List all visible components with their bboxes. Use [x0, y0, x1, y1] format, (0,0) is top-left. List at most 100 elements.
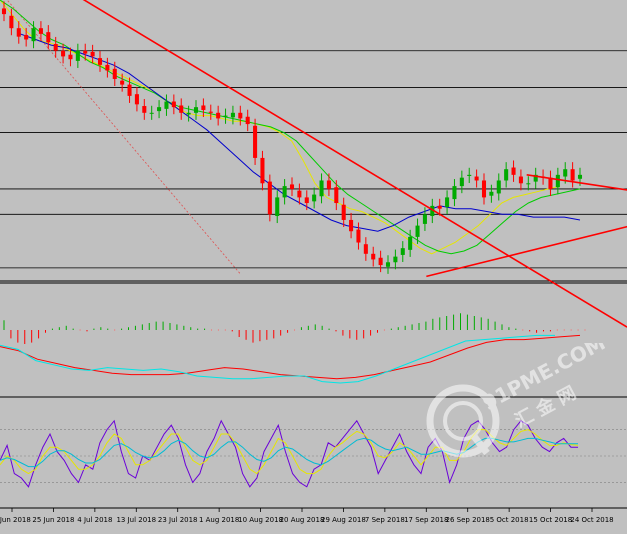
candle-body — [481, 180, 487, 198]
macd-signal-line — [0, 334, 581, 380]
candle-body — [223, 115, 228, 117]
candle-body — [282, 186, 287, 198]
candle-body — [97, 58, 103, 65]
candle-body — [304, 197, 309, 204]
candle-body — [349, 219, 354, 232]
candle-body — [208, 111, 213, 113]
candle-body — [474, 176, 479, 181]
candle-body — [230, 112, 235, 118]
candle-body — [105, 64, 110, 71]
watermark-logo: 91PME.COM 汇金网 — [426, 343, 609, 458]
macd-histogram-bar — [79, 329, 81, 331]
candle-body — [164, 101, 169, 109]
candle-body — [134, 94, 139, 105]
candle-body — [437, 205, 442, 209]
macd-histogram-bar — [522, 329, 524, 331]
candle-body — [61, 50, 66, 57]
candle-body — [216, 112, 221, 119]
candle-body — [467, 174, 472, 176]
x-tick-label: 24 Oct 2018 — [570, 516, 613, 524]
macd-panel — [0, 313, 586, 384]
dotted-trendline — [6, 0, 241, 274]
x-tick-label: 10 Aug 2018 — [238, 516, 283, 524]
candle-body — [120, 80, 125, 85]
moving-average-line — [0, 0, 581, 255]
macd-histogram-bar — [217, 329, 219, 331]
macd-histogram-bar — [294, 329, 295, 331]
candle-body — [46, 32, 51, 43]
candle-body — [127, 84, 132, 96]
candle-body — [312, 194, 317, 202]
candle-body — [157, 107, 162, 112]
candle-body — [334, 187, 339, 204]
candle-body — [267, 181, 272, 215]
x-tick-label: 1 Aug 2018 — [199, 516, 239, 524]
candle-body — [31, 28, 36, 42]
x-tick-label: 29 Aug 2018 — [321, 516, 366, 524]
candle-body — [245, 116, 250, 125]
macd-histogram-bar — [563, 329, 565, 331]
candle-body — [9, 15, 14, 29]
macd-histogram-bar — [556, 329, 558, 331]
x-tick-label: 15 Oct 2018 — [529, 516, 572, 524]
candle-body — [201, 105, 206, 110]
candle-body — [297, 190, 302, 198]
moving-average-line — [19, 33, 581, 232]
candle-body — [548, 177, 553, 189]
candle-body — [16, 28, 21, 37]
candle-body — [112, 68, 117, 79]
candle-body — [341, 204, 346, 220]
macd-histogram-bar — [570, 329, 572, 331]
trendline-falling — [82, 0, 627, 328]
candle-body — [555, 174, 560, 188]
price-panel — [0, 0, 627, 509]
macd-histogram-bar — [114, 329, 116, 331]
trendline-triangle-upper — [526, 174, 627, 191]
candle-body — [193, 107, 199, 113]
candle-body — [179, 105, 184, 113]
x-tick-label: 5 Jun 2018 — [0, 516, 31, 524]
candle-body — [75, 50, 80, 61]
candle-body — [504, 169, 509, 181]
macd-histogram-bar — [211, 329, 212, 331]
candle-body — [400, 248, 405, 255]
candle-body — [53, 43, 58, 51]
x-tick-label: 26 Sep 2018 — [446, 516, 490, 524]
candle-body — [563, 169, 568, 177]
candle-body — [371, 253, 376, 260]
candle-body — [445, 197, 450, 207]
macd-main-line — [0, 334, 555, 384]
candle-body — [526, 183, 531, 185]
candle-body — [363, 244, 368, 254]
candle-body — [289, 184, 295, 189]
macd-histogram-bar — [224, 329, 226, 331]
moving-average-line — [0, 0, 561, 255]
candle-body — [452, 186, 457, 200]
candle-body — [275, 197, 280, 217]
candle-body — [1, 8, 7, 15]
candle-body — [496, 180, 501, 194]
candle-body — [238, 112, 243, 119]
candle-body — [385, 262, 391, 267]
x-tick-label: 4 Jul 2018 — [77, 516, 112, 524]
candle-body — [83, 50, 88, 54]
candle-body — [326, 180, 331, 189]
candle-body — [570, 169, 575, 181]
candle-body — [393, 256, 398, 263]
candle-body — [68, 54, 73, 60]
candle-body — [142, 106, 147, 113]
x-tick-label: 20 Aug 2018 — [280, 516, 325, 524]
x-tick-label: 25 Jun 2018 — [32, 516, 74, 524]
candle-body — [415, 225, 420, 237]
x-tick-label: 13 Jul 2018 — [116, 516, 156, 524]
candle-body — [38, 28, 43, 34]
trendline-triangle-lower — [426, 225, 627, 278]
candle-body — [518, 176, 523, 184]
candle-body — [430, 205, 435, 217]
x-tick-label: 7 Sep 2018 — [365, 516, 405, 524]
x-tick-label: 17 Sep 2018 — [404, 516, 448, 524]
candle-body — [378, 257, 383, 266]
candle-body — [319, 180, 324, 197]
